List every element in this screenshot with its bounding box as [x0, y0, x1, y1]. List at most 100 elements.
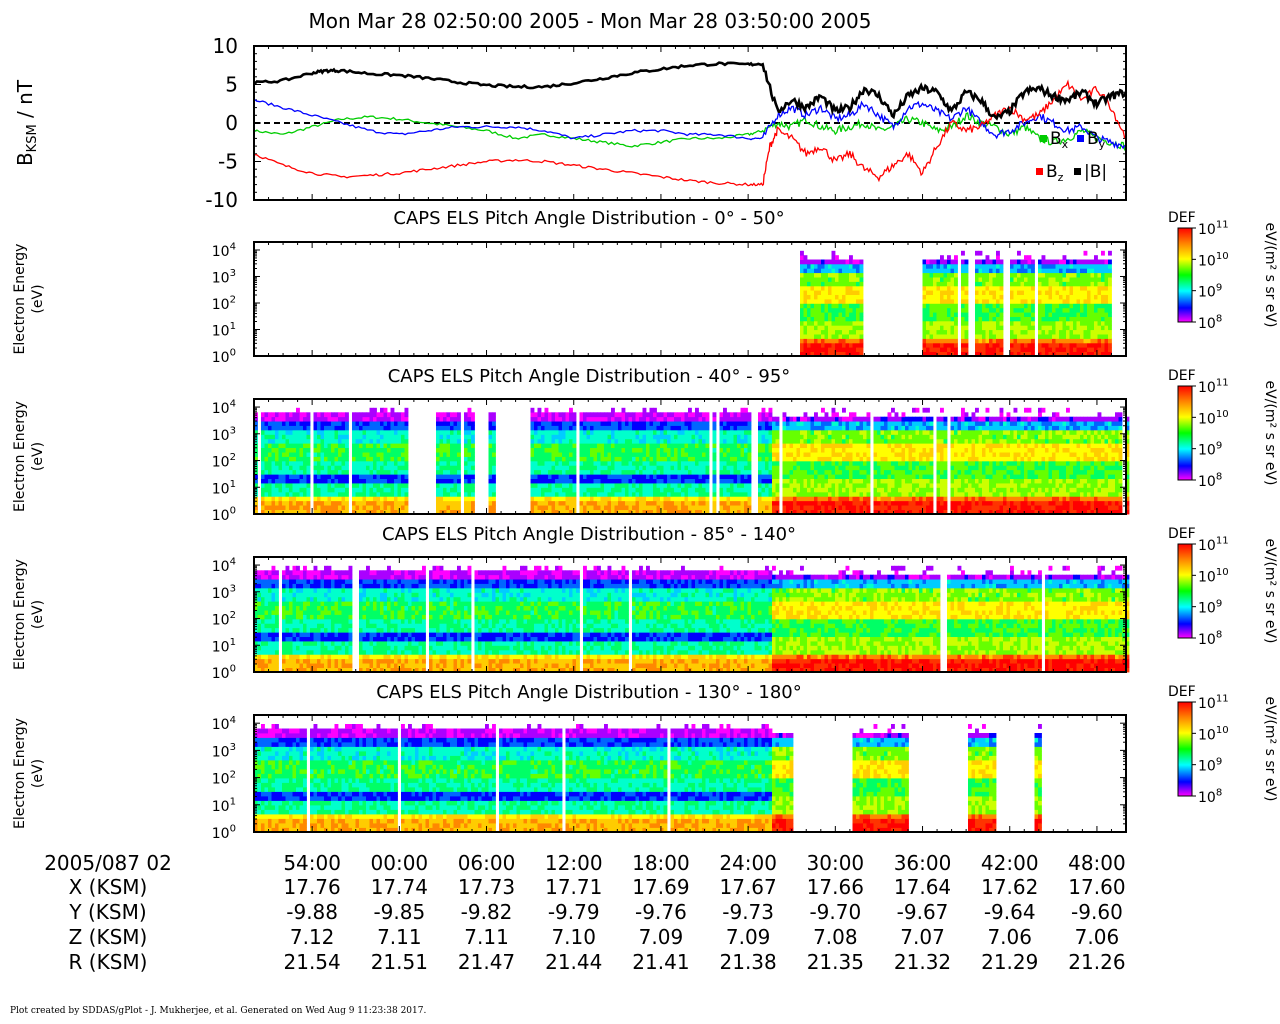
- spectrogram-cell: [775, 474, 780, 480]
- spectrogram-cell: [782, 474, 787, 480]
- spectrogram-cell: [656, 421, 661, 426]
- spectrogram-cell: [702, 465, 706, 471]
- spectrogram-cell: [359, 460, 363, 466]
- spectrogram-cell: [649, 456, 654, 462]
- spectrogram-cell: [758, 469, 762, 475]
- spectrogram-cell: [338, 460, 342, 466]
- spectrogram-cell: [807, 294, 811, 300]
- spectrogram-cell: [541, 465, 545, 471]
- spectrogram-cell: [296, 452, 300, 457]
- spectrogram-cell: [436, 496, 440, 502]
- spectrogram-cell: [569, 421, 573, 426]
- spectrogram-cell: [303, 456, 307, 462]
- spectrogram-cell: [849, 334, 853, 339]
- spectrogram-cell: [943, 294, 948, 300]
- spectrogram-cell: [691, 443, 696, 449]
- spectrogram-cell: [800, 329, 804, 335]
- spectrogram-cell: [1013, 316, 1018, 322]
- spectrogram-cell: [782, 434, 787, 440]
- spectrogram-cell: [1045, 351, 1049, 357]
- spectrogram-cell: [621, 465, 626, 471]
- spectrogram-cell: [324, 434, 328, 440]
- spectrogram-cell: [383, 460, 388, 466]
- spectrogram-cell: [810, 263, 815, 269]
- spectrogram-cell: [656, 456, 661, 462]
- spectrogram-cell: [282, 452, 286, 457]
- spectrogram-cell: [555, 509, 559, 515]
- spectrogram-cell: [775, 452, 780, 457]
- spectrogram-cell: [299, 505, 304, 511]
- spectrogram-cell: [964, 285, 969, 291]
- spectrogram-cell: [324, 465, 328, 471]
- spectrogram-cell: [401, 465, 405, 471]
- spectrogram-cell: [1108, 316, 1112, 322]
- spectrogram-cell: [320, 474, 325, 480]
- spectrogram-cell: [492, 474, 496, 480]
- spectrogram-cell: [439, 474, 444, 480]
- spectrogram-cell: [656, 487, 661, 493]
- spectrogram-cell: [299, 483, 304, 488]
- spectrogram-cell: [453, 460, 458, 466]
- energy-tick-label: 103: [212, 268, 236, 286]
- spectrogram-cell: [1097, 285, 1102, 291]
- spectrogram-cell: [254, 425, 258, 431]
- spectrogram-cell: [334, 416, 339, 422]
- spectrogram-cell: [740, 491, 745, 497]
- spectrogram-cell: [464, 460, 468, 466]
- spectrogram-cell: [719, 478, 724, 484]
- spectrogram-cell: [688, 474, 692, 480]
- spectrogram-cell: [338, 438, 342, 444]
- spectrogram-cell: [796, 416, 801, 422]
- spectrogram-cell: [800, 465, 804, 471]
- spectrogram-cell: [730, 452, 734, 457]
- spectrogram-cell: [1031, 312, 1035, 317]
- spectrogram-cell: [1090, 285, 1095, 291]
- spectrogram-cell: [642, 460, 647, 466]
- spectrogram-cell: [821, 281, 825, 287]
- spectrogram-cell: [646, 487, 650, 493]
- spectrogram-cell: [628, 443, 633, 449]
- spectrogram-cell: [383, 491, 388, 497]
- spectrogram-cell: [1108, 334, 1112, 339]
- spectrogram-cell: [289, 452, 293, 457]
- spectrogram-cell: [548, 447, 552, 453]
- spectrogram-cell: [684, 478, 689, 484]
- spectrogram-cell: [712, 416, 717, 422]
- spectrogram-cell: [373, 500, 377, 506]
- spectrogram-cell: [551, 434, 556, 440]
- spectrogram-cell: [793, 447, 797, 453]
- spectrogram-cell: [618, 456, 622, 462]
- spectrogram-cell: [775, 456, 780, 462]
- spectrogram-cell: [264, 505, 269, 511]
- spectrogram-cell: [439, 416, 444, 422]
- spectrogram-cell: [1059, 312, 1063, 317]
- spectrogram-cell: [653, 487, 657, 493]
- spectrogram-cell: [740, 416, 745, 422]
- spectrogram-cell: [677, 456, 682, 462]
- spectrogram-cell: [331, 505, 335, 511]
- spectrogram-cell: [569, 438, 573, 444]
- spectrogram-cell: [831, 268, 836, 274]
- spectrogram-cell: [810, 285, 815, 291]
- spectrogram-cell: [387, 412, 391, 418]
- spectrogram-cell: [684, 412, 689, 418]
- spectrogram-cell: [740, 447, 745, 453]
- spectrogram-cell: [999, 277, 1004, 282]
- spectrogram-cell: [282, 500, 286, 506]
- spectrogram-cell: [1048, 268, 1053, 274]
- spectrogram-cell: [362, 447, 367, 453]
- spectrogram-cell: [611, 443, 615, 449]
- spectrogram-cell: [548, 412, 552, 418]
- spectrogram-cell: [1090, 316, 1095, 322]
- spectrogram-cell: [450, 421, 454, 426]
- spectrogram-cell: [852, 316, 857, 322]
- spectrogram-cell: [306, 416, 311, 422]
- spectrogram-cell: [614, 509, 619, 515]
- spectrogram-cell: [670, 434, 675, 440]
- spectrogram-cell: [621, 452, 626, 457]
- spectrogram-cell: [726, 421, 731, 426]
- spectrogram-cell: [856, 320, 860, 326]
- spectrogram-cell: [1041, 316, 1046, 322]
- spectrogram-cell: [838, 351, 843, 357]
- spectrogram-cell: [831, 509, 836, 515]
